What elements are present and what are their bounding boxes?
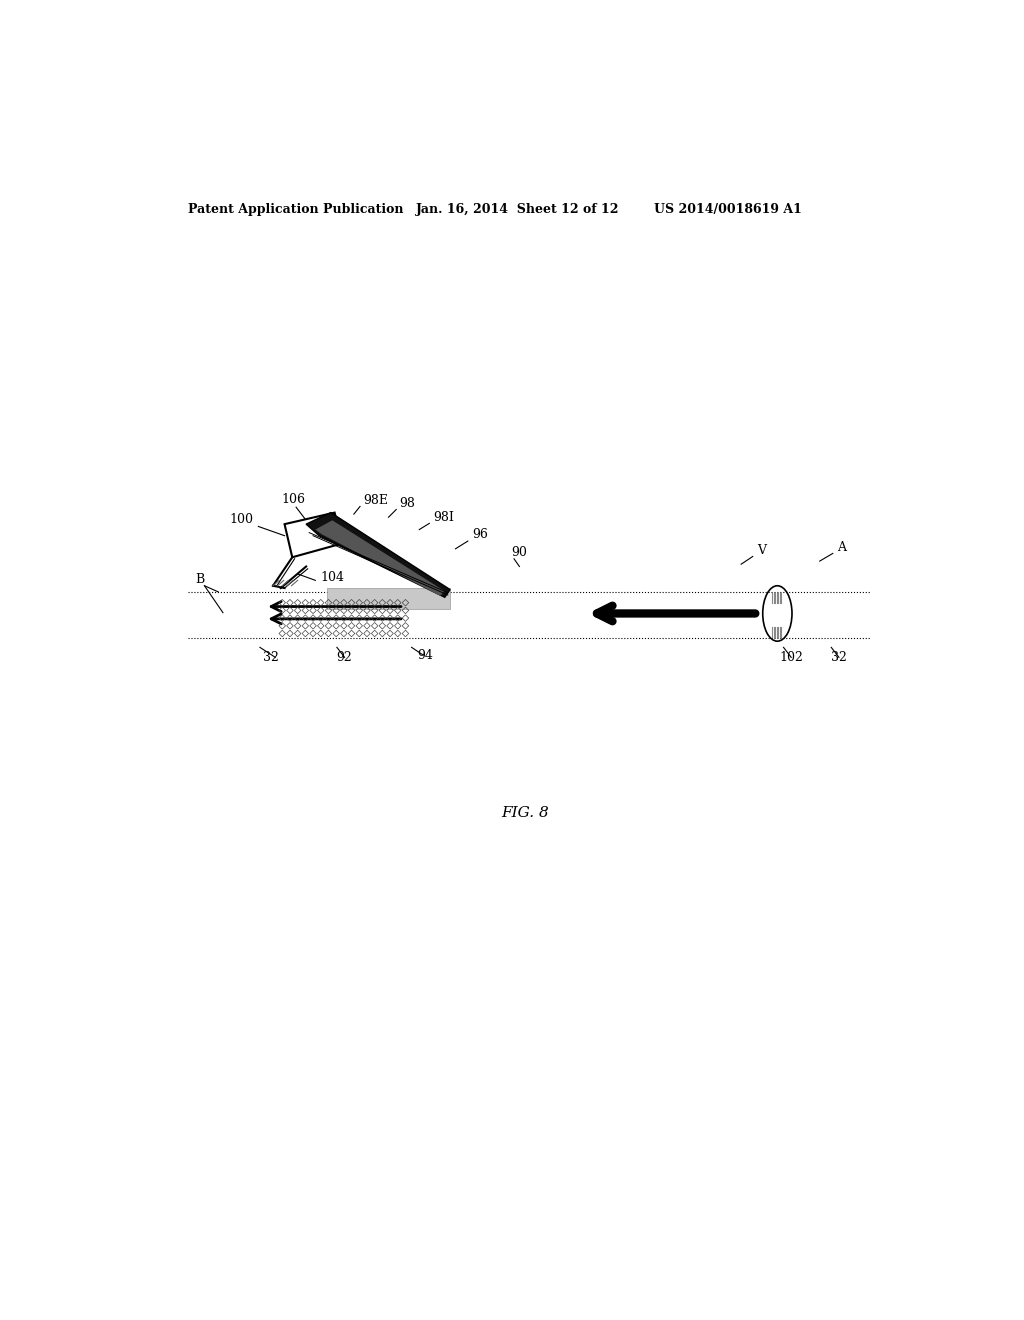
Polygon shape <box>285 512 342 557</box>
Text: 98E: 98E <box>364 494 388 507</box>
Polygon shape <box>315 520 444 595</box>
Bar <box>327 589 451 609</box>
Text: B: B <box>196 573 205 586</box>
Text: 98: 98 <box>399 498 415 511</box>
Text: 104: 104 <box>321 572 345 585</box>
Text: 94: 94 <box>418 649 433 661</box>
Text: 32: 32 <box>263 651 279 664</box>
Text: 90: 90 <box>511 546 527 560</box>
Text: Patent Application Publication: Patent Application Publication <box>188 203 403 216</box>
Text: 106: 106 <box>282 492 306 506</box>
Polygon shape <box>306 512 451 598</box>
Text: FIG. 8: FIG. 8 <box>501 805 549 820</box>
Text: Jan. 16, 2014  Sheet 12 of 12: Jan. 16, 2014 Sheet 12 of 12 <box>416 203 618 216</box>
Text: 102: 102 <box>779 651 803 664</box>
Text: 100: 100 <box>229 513 254 527</box>
Text: V: V <box>758 544 766 557</box>
Text: 96: 96 <box>472 528 488 541</box>
Text: A: A <box>838 541 847 554</box>
Text: 32: 32 <box>831 651 847 664</box>
Text: US 2014/0018619 A1: US 2014/0018619 A1 <box>654 203 802 216</box>
Text: 98I: 98I <box>433 511 454 524</box>
Text: 92: 92 <box>337 651 352 664</box>
